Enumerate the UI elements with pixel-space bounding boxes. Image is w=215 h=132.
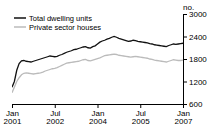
legend-label: Total dwelling units [29,14,92,23]
x-tick-label-line: Jul [136,109,146,118]
y-tick-mark [183,59,187,60]
x-tick: Jul2002 [46,104,64,126]
x-axis: Jan2001Jul2002Jan2004Jul2005Jan2007 [4,104,193,126]
x-tick-label: Jul2002 [46,109,64,127]
legend-swatch [14,26,26,28]
chart: Jan2001Jul2002Jan2004Jul2005Jan200760012… [0,0,215,132]
x-tick-label-line: 2007 [175,117,193,126]
x-tick-label-line: Jul [50,109,60,118]
y-tick-mark [183,82,187,83]
x-tick-mark [140,104,141,108]
x-tick-label-line: 2005 [132,117,150,126]
y-tick: 1800 [183,55,207,64]
y-tick: 2400 [183,33,207,42]
legend: Total dwelling unitsPrivate sector house… [14,14,101,32]
legend-swatch [14,17,26,19]
y-axis: 6001200180024003000 [183,10,207,109]
x-tick-label-line: Jan [177,109,190,118]
x-axis-line [13,105,184,109]
y-tick-label: 600 [189,100,203,109]
legend-label: Private sector houses [29,23,101,32]
legend-item: Total dwelling units [14,14,92,23]
x-tick-label-line: 2001 [4,117,22,126]
y-tick-mark [183,14,187,15]
x-tick: Jan2004 [89,104,107,126]
x-tick-label-line: 2002 [46,117,64,126]
y-tick-label: 1800 [189,55,207,64]
y-tick-mark [183,104,187,105]
y-axis-line [184,15,188,105]
x-tick-mark [98,104,99,108]
x-tick-label: Jul2005 [132,109,150,127]
y-tick-mark [183,37,187,38]
x-tick: Jul2005 [132,104,150,126]
x-tick-label: Jan2001 [4,109,22,127]
y-tick: 600 [183,100,203,109]
series-line [12,37,183,88]
legend-item: Private sector houses [14,23,101,32]
x-tick-label-line: Jan [92,109,105,118]
y-tick-label: 2400 [189,33,207,42]
lines [12,37,183,93]
x-tick: Jan2001 [4,104,22,126]
x-tick-label-line: 2004 [89,117,107,126]
y-axis-label: no. [183,3,194,12]
x-tick-mark [55,104,56,108]
x-tick-label-line: Jan [6,109,19,118]
x-tick-mark [12,104,13,108]
series-line [12,54,183,93]
plot: Jan2001Jul2002Jan2004Jul2005Jan200760012… [4,10,208,126]
y-tick-label: 1200 [189,78,207,87]
x-tick-label: Jan2007 [175,109,193,127]
x-tick-label: Jan2004 [89,109,107,127]
y-tick: 1200 [183,78,207,87]
